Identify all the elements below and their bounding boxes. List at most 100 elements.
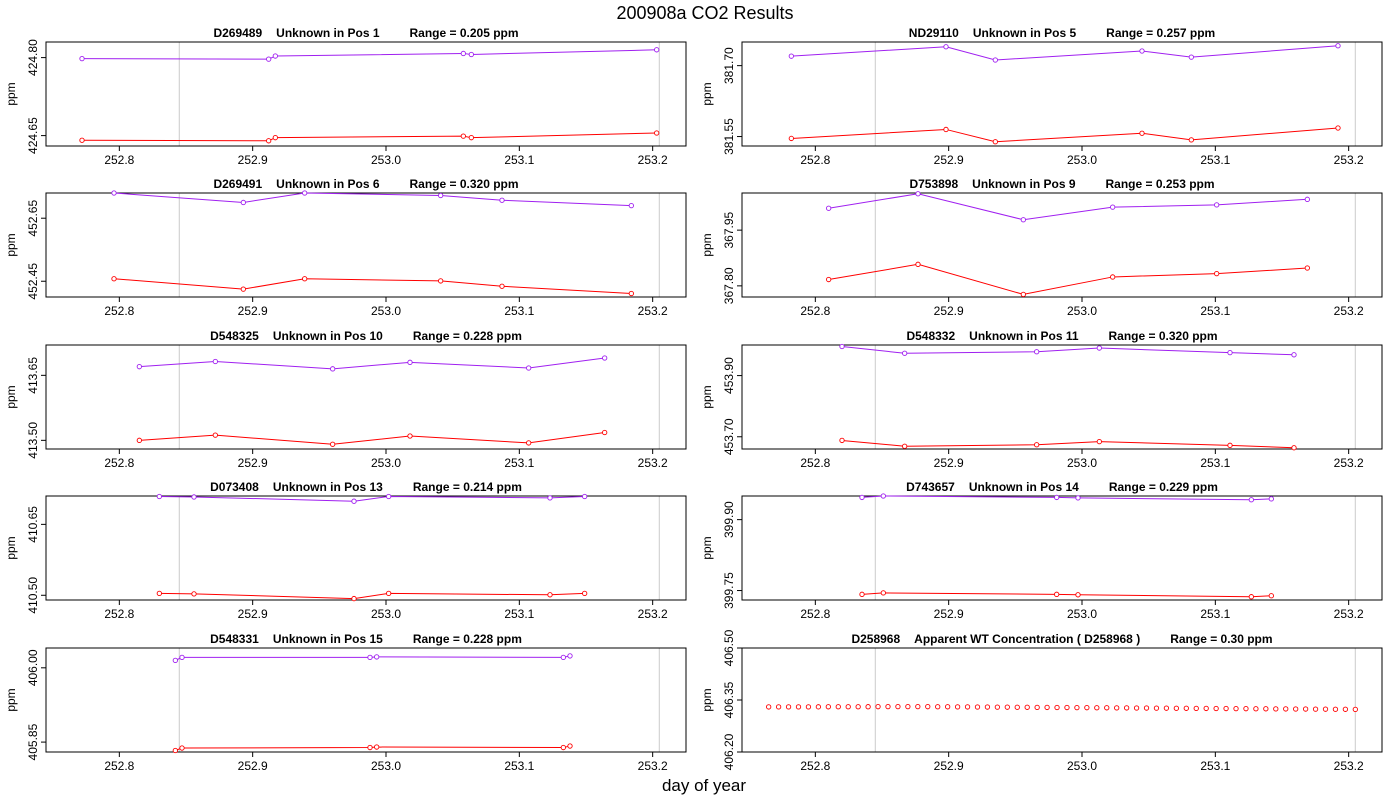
data-point: [795, 704, 802, 710]
panel-range: Range = 0.228 ppm: [413, 329, 522, 343]
y-axis-label: ppm: [700, 536, 714, 559]
panel-title: D548325 Unknown in Pos 10 Range = 0.228 pp…: [210, 329, 522, 343]
data-point: [1293, 706, 1299, 712]
panel-label: Unknown in Pos 1: [276, 26, 380, 40]
y-tick-label: 406.20: [722, 733, 736, 770]
x-tick-label: 252.8: [104, 607, 134, 621]
series-line-upper: [139, 357, 605, 370]
panel-label: Unknown in Pos 14: [969, 480, 1079, 494]
panel-ND29110: ND29110 Unknown in Pos 5 Range = 0.257 ppm…: [700, 26, 1383, 167]
data-point: [1188, 137, 1194, 143]
data-point: [1213, 705, 1219, 712]
y-tick-label: 452.65: [26, 200, 40, 237]
data-point: [943, 126, 949, 133]
x-tick-label: 252.9: [238, 456, 268, 470]
data-point: [367, 744, 373, 751]
data-point: [1014, 704, 1020, 710]
x-tick-label: 252.8: [104, 456, 134, 470]
data-point: [1335, 43, 1341, 49]
data-point: [1268, 496, 1274, 502]
series-line-lower: [841, 439, 1295, 449]
data-point: [875, 704, 881, 710]
y-tick-label: 381.70: [722, 47, 736, 84]
data-point: [1020, 291, 1026, 298]
x-tick-label: 253.1: [504, 456, 534, 470]
data-point: [407, 433, 413, 439]
data-point: [1020, 217, 1026, 223]
data-point: [885, 703, 891, 710]
x-tick-label: 252.8: [800, 153, 830, 167]
data-point: [654, 130, 660, 136]
data-point: [1214, 270, 1220, 277]
plot-frame: [741, 344, 1383, 450]
plot-frame: [45, 41, 687, 147]
data-point: [330, 366, 336, 372]
x-tick-label: 253.1: [1200, 456, 1230, 470]
panel-id: D258968: [851, 632, 900, 646]
y-axis-label: ppm: [4, 82, 18, 105]
data-point: [136, 437, 142, 443]
data-point: [1054, 591, 1060, 597]
series-line-lower: [159, 592, 585, 600]
x-tick-label: 253.1: [1200, 607, 1230, 621]
panel-id: D073408: [210, 480, 259, 494]
data-point: [374, 654, 380, 660]
data-point: [351, 595, 357, 602]
panel-label: Unknown in Pos 9: [972, 177, 1076, 191]
panel-range: Range = 0.30 ppm: [1170, 632, 1272, 646]
data-point: [1203, 705, 1209, 712]
data-point: [825, 704, 831, 710]
data-point: [1322, 706, 1329, 712]
series-line-upper: [791, 45, 1339, 61]
data-point: [302, 276, 308, 282]
data-point: [1291, 352, 1297, 358]
data-point: [1227, 349, 1233, 356]
data-point: [460, 50, 466, 57]
data-point: [1096, 345, 1102, 351]
panel-D269489: D269489 Unknown in Pos 1 Range = 0.205 ppm…: [4, 26, 687, 167]
data-point: [266, 56, 272, 62]
data-point: [302, 190, 308, 196]
data-point: [815, 704, 822, 710]
x-tick-label: 253.0: [1067, 456, 1097, 470]
y-tick-label: 453.70: [722, 418, 736, 455]
y-tick-label: 406.35: [722, 681, 736, 718]
series-line-upper: [113, 192, 632, 207]
data-point: [628, 202, 634, 209]
panel-range: Range = 0.205 ppm: [410, 26, 519, 40]
data-point: [905, 703, 911, 710]
y-tick-label: 406.50: [722, 629, 736, 666]
series-line-lower: [791, 127, 1339, 143]
data-point: [1034, 704, 1040, 711]
y-axis-label: ppm: [700, 385, 714, 408]
x-tick-label: 253.0: [371, 759, 401, 773]
panel-title: D258968 Apparent WT Concentration ( D2589…: [851, 632, 1272, 646]
x-tick-label: 253.1: [504, 153, 534, 167]
y-tick-label: 424.65: [26, 117, 40, 154]
data-point: [1342, 706, 1349, 712]
x-tick-label: 253.0: [1067, 153, 1097, 167]
data-point: [1139, 130, 1145, 136]
data-point: [1335, 125, 1341, 131]
data-point: [1173, 705, 1180, 711]
data-point: [499, 283, 505, 289]
data-point: [992, 57, 998, 63]
data-point: [1084, 705, 1090, 711]
x-tick-label: 253.2: [638, 456, 668, 470]
panel-range: Range = 0.320 ppm: [410, 177, 519, 191]
plot-frame: [741, 647, 1383, 753]
panel-title: D548332 Unknown in Pos 11 Range = 0.320 pp…: [906, 329, 1217, 343]
data-point: [1332, 706, 1339, 712]
x-tick-label: 252.9: [934, 607, 964, 621]
data-point: [367, 654, 373, 661]
data-point: [944, 704, 951, 710]
panel-D548325: D548325 Unknown in Pos 10 Range = 0.228 pp…: [4, 329, 687, 470]
series-line-lower: [113, 278, 632, 295]
data-point: [1075, 495, 1081, 501]
data-point: [240, 286, 246, 292]
data-point: [1223, 705, 1229, 712]
data-point: [1094, 705, 1100, 711]
data-point: [992, 139, 998, 145]
panel-D073408: D073408 Unknown in Pos 13 Range = 0.214 pp…: [4, 480, 687, 621]
